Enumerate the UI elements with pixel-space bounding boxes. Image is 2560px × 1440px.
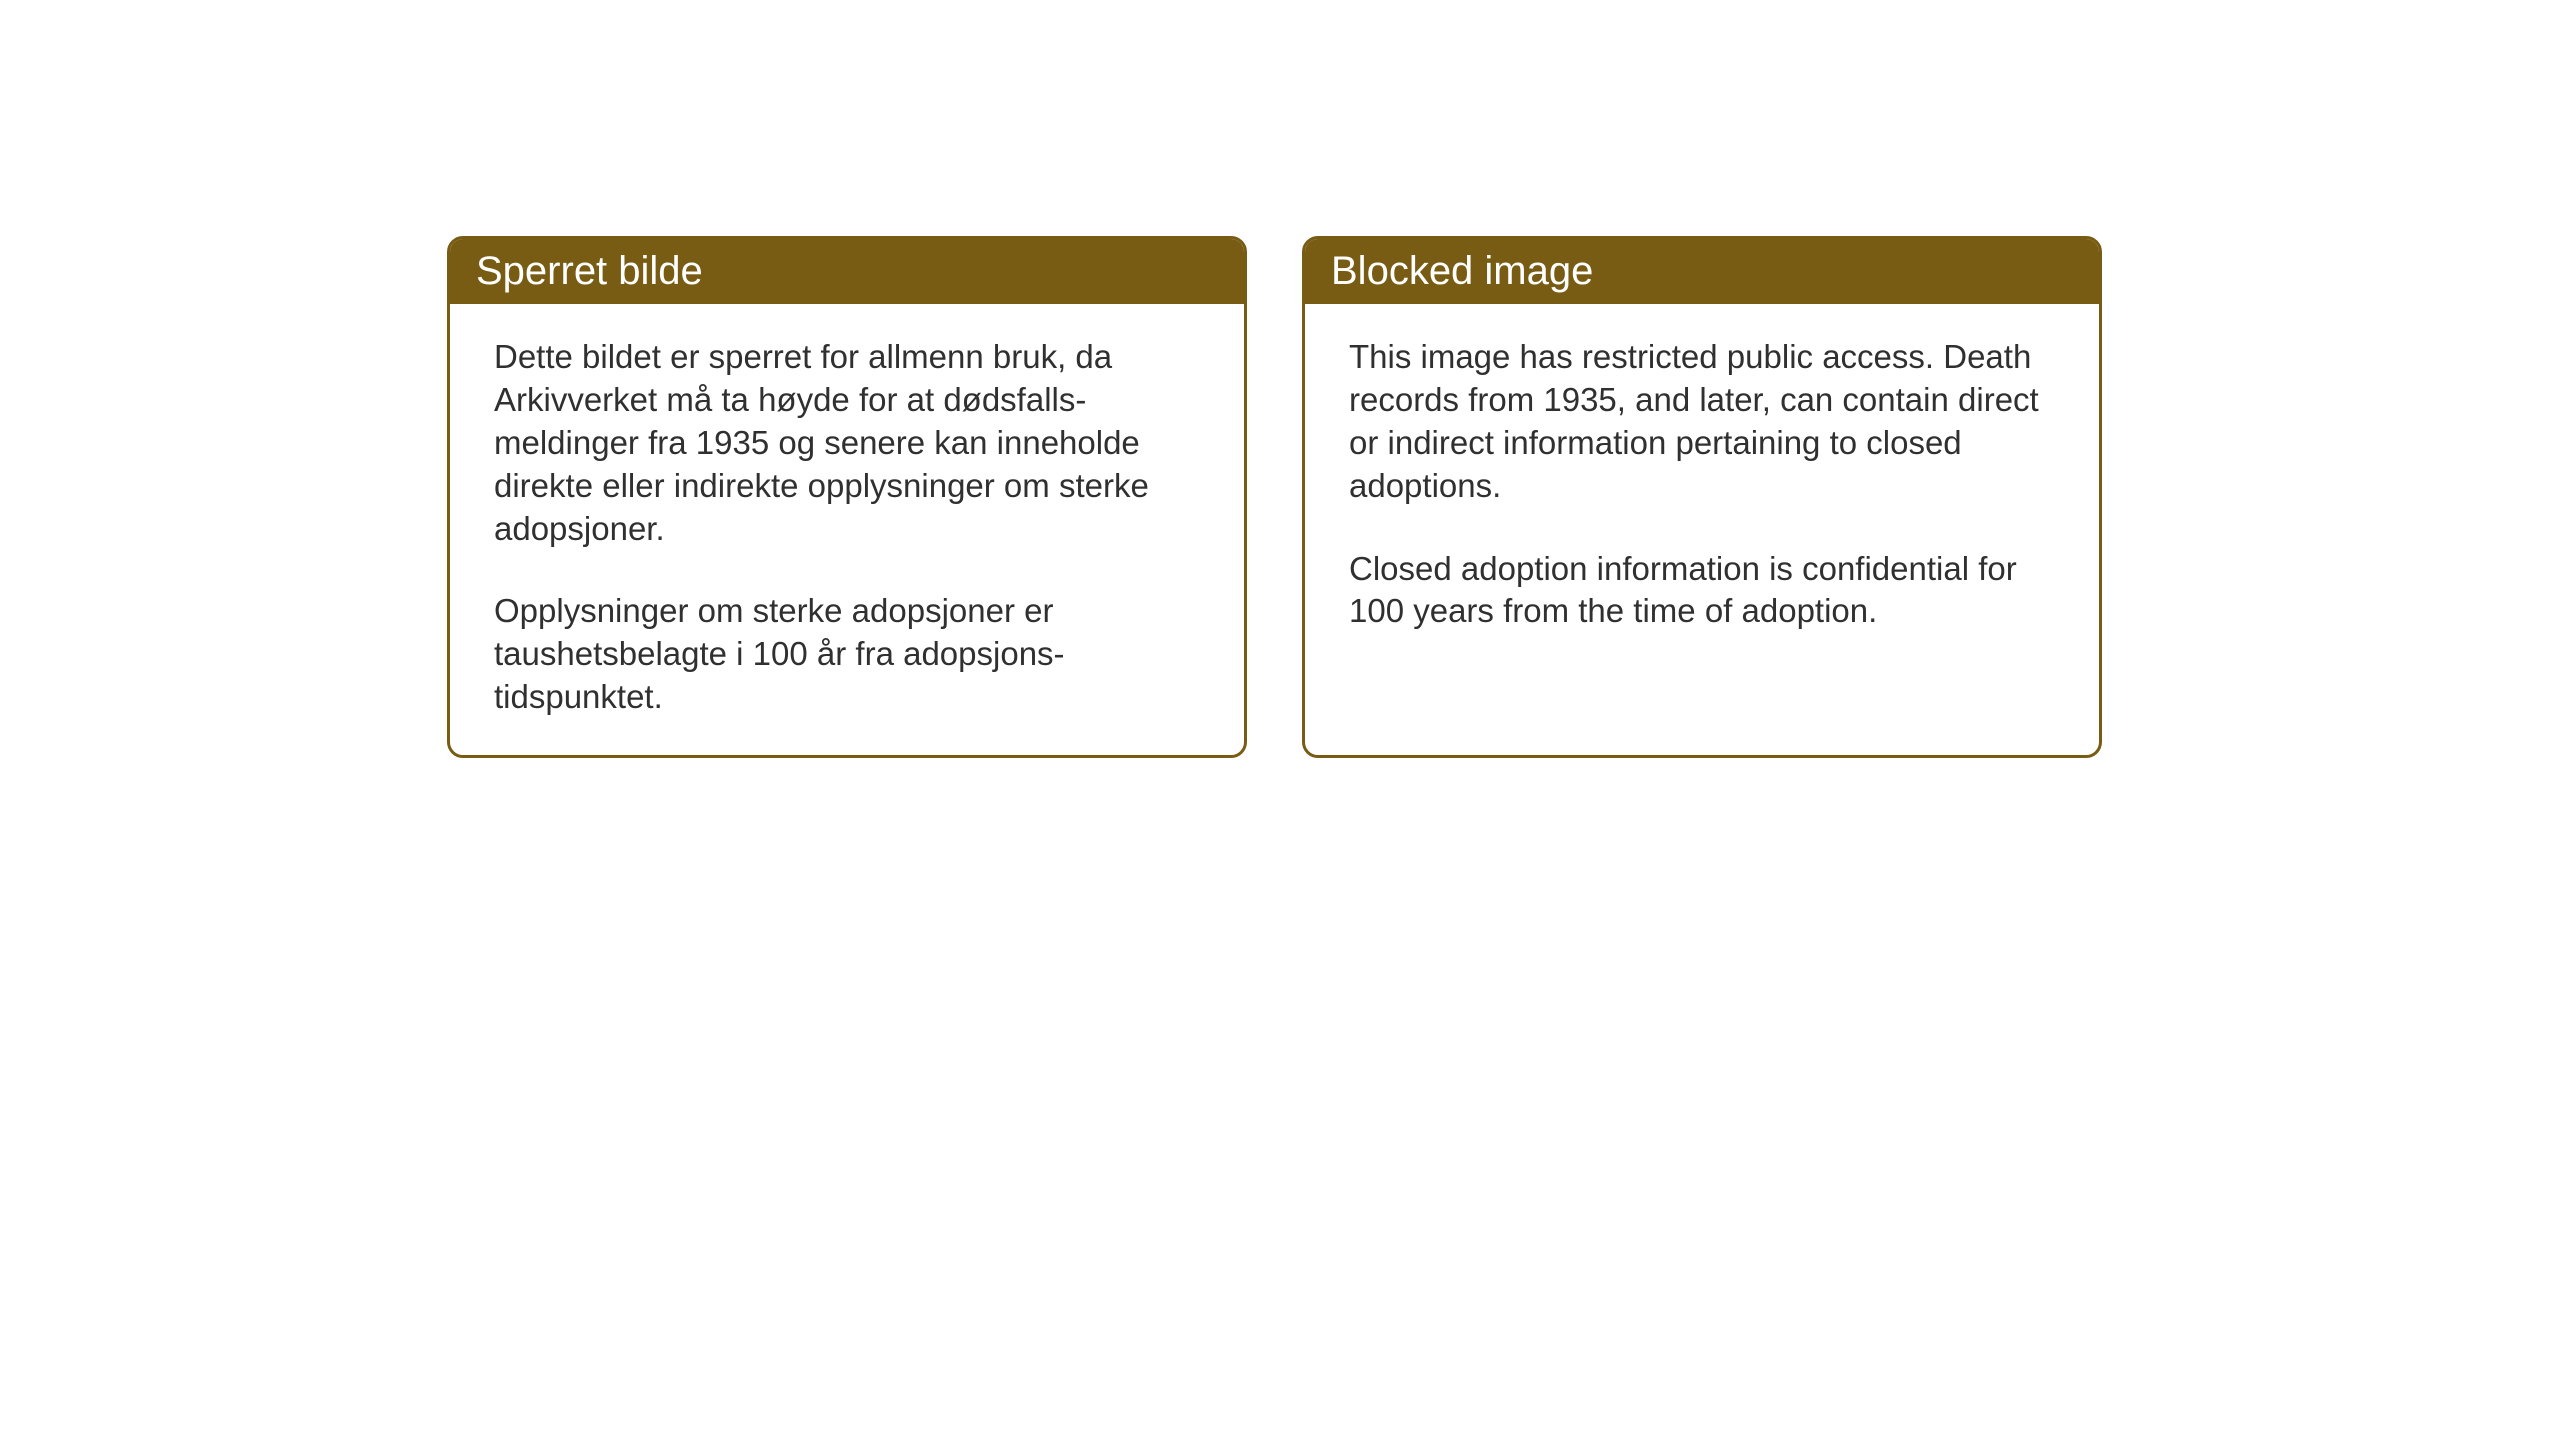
card-paragraph-norwegian-2: Opplysninger om sterke adopsjoner er tau… xyxy=(494,590,1200,719)
card-body-english: This image has restricted public access.… xyxy=(1305,304,2099,744)
notice-container: Sperret bilde Dette bildet er sperret fo… xyxy=(0,0,2560,758)
card-title-norwegian: Sperret bilde xyxy=(476,249,703,293)
card-title-english: Blocked image xyxy=(1331,249,1593,293)
card-paragraph-norwegian-1: Dette bildet er sperret for allmenn bruk… xyxy=(494,336,1200,550)
card-header-english: Blocked image xyxy=(1305,239,2099,304)
notice-card-norwegian: Sperret bilde Dette bildet er sperret fo… xyxy=(447,236,1247,758)
card-paragraph-english-1: This image has restricted public access.… xyxy=(1349,336,2055,508)
card-paragraph-english-2: Closed adoption information is confident… xyxy=(1349,548,2055,634)
notice-card-english: Blocked image This image has restricted … xyxy=(1302,236,2102,758)
card-header-norwegian: Sperret bilde xyxy=(450,239,1244,304)
card-body-norwegian: Dette bildet er sperret for allmenn bruk… xyxy=(450,304,1244,755)
